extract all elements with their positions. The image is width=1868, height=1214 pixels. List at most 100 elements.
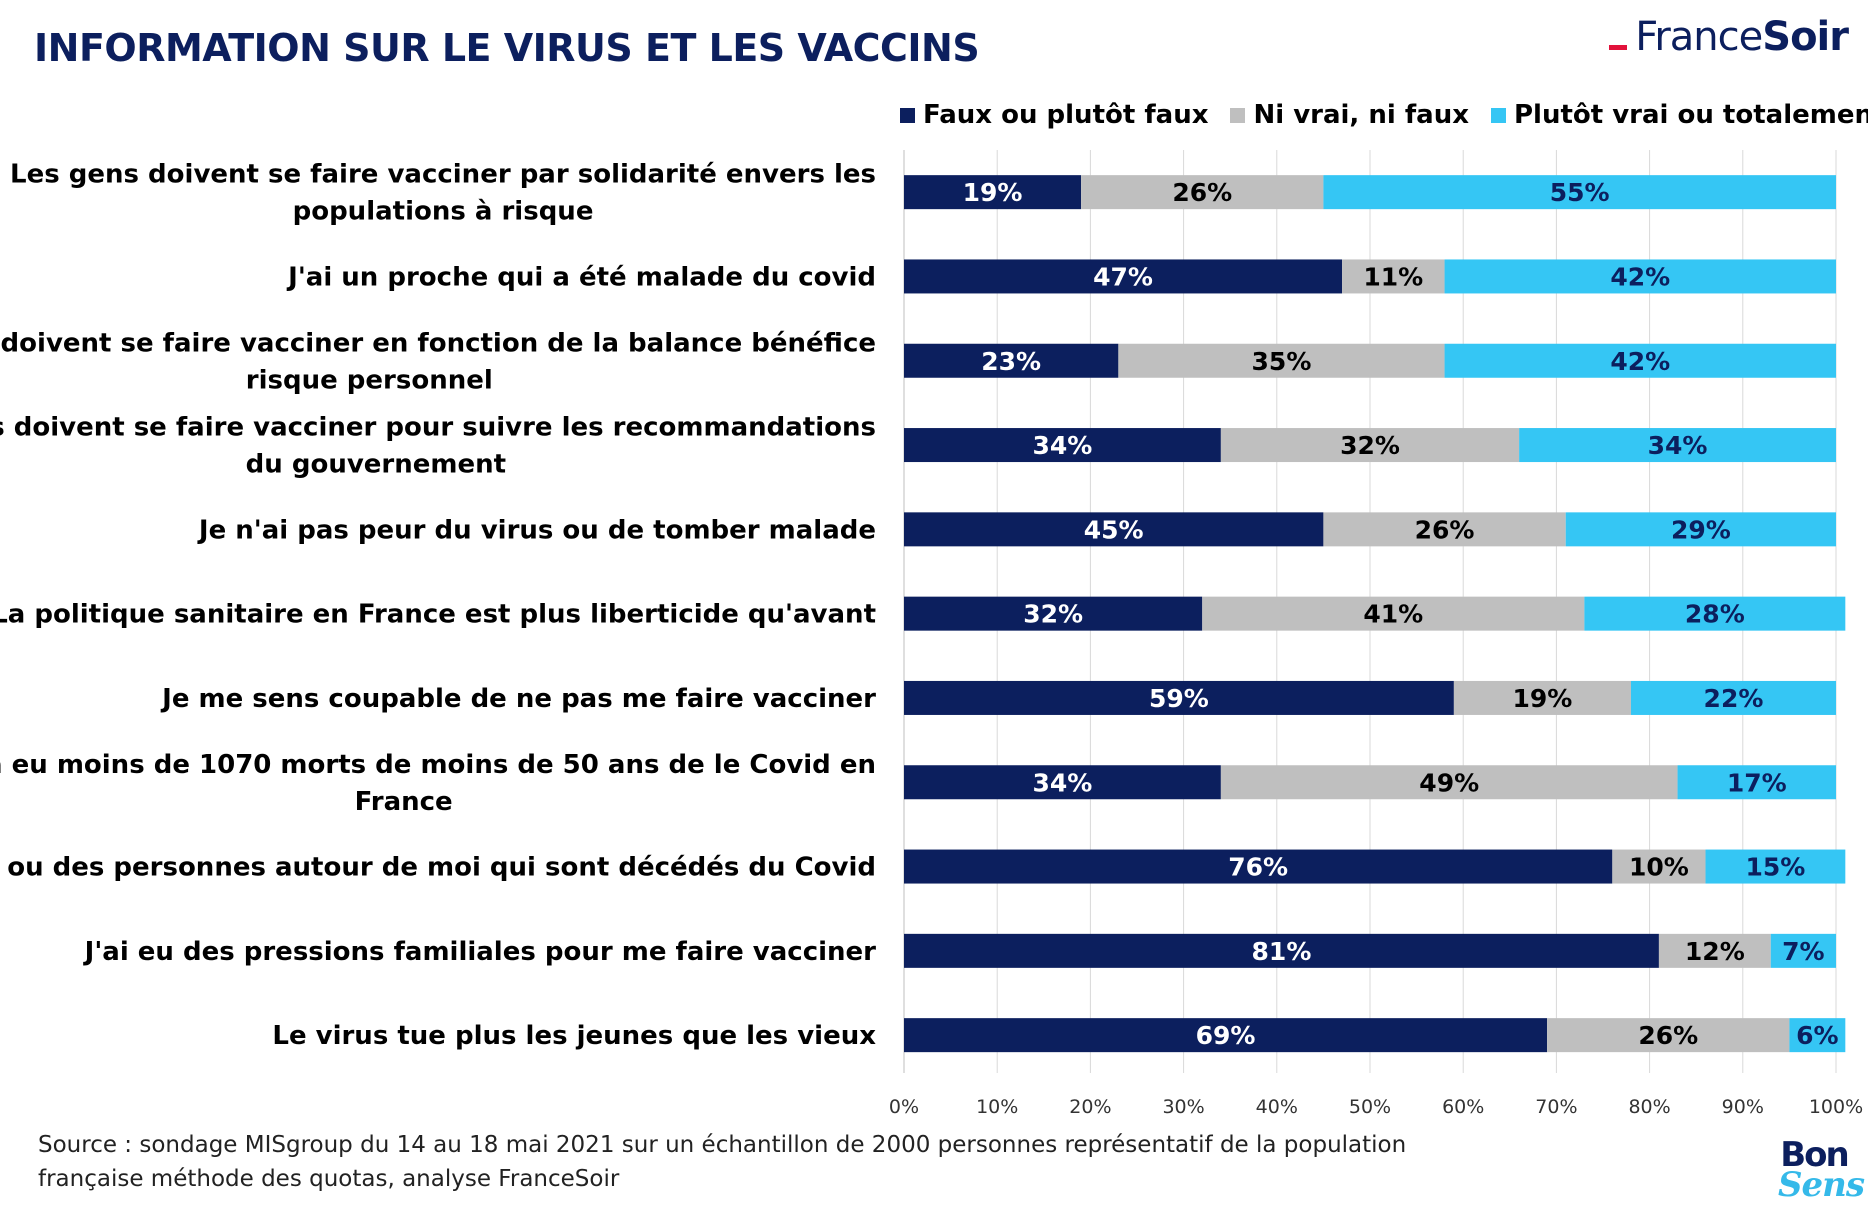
- data-label: 59%: [1149, 684, 1209, 713]
- source-note: Source : sondage MISgroup du 14 au 18 ma…: [38, 1128, 1438, 1196]
- bar-segment: [1453, 680, 1631, 715]
- data-label: 12%: [1685, 937, 1745, 966]
- bonsens-logo: Bon Sens: [1778, 1135, 1865, 1202]
- data-label: 15%: [1745, 853, 1805, 882]
- bar-segment: [904, 849, 1613, 884]
- bar-segment: [1547, 1018, 1790, 1053]
- logo-bon: Bon: [1780, 1135, 1849, 1175]
- category-label: J'ai eu des pressions familiales pour me…: [83, 937, 877, 967]
- data-label: 34%: [1033, 768, 1093, 797]
- category-label: Je me sens coupable de ne pas me faire v…: [160, 684, 876, 714]
- bar-segment: [1519, 428, 1836, 463]
- page-title: INFORMATION SUR LE VIRUS ET LES VACCINS: [34, 26, 980, 70]
- x-tick-label: 10%: [976, 1096, 1018, 1118]
- logo-dash: [1609, 45, 1628, 50]
- bar-segment: [1081, 175, 1324, 210]
- data-label: 19%: [963, 178, 1023, 207]
- category-label: populations à risque: [293, 197, 594, 227]
- category-label: J'ai une ou des personnes autour de moi …: [0, 853, 876, 883]
- data-label: 55%: [1550, 178, 1610, 207]
- data-label: 29%: [1671, 515, 1731, 544]
- category-label: Il y a eu moins de 1070 morts de moins d…: [0, 750, 876, 780]
- bar-segment: [1705, 849, 1846, 884]
- data-label: 6%: [1796, 1021, 1838, 1050]
- bar-segment: [904, 512, 1324, 547]
- bar-segment: [904, 175, 1082, 210]
- data-label: 10%: [1629, 853, 1689, 882]
- bar-segment: [904, 765, 1221, 800]
- bar-segment: [904, 343, 1119, 378]
- bar-segment: [1323, 512, 1566, 547]
- x-tick-label: 30%: [1162, 1096, 1204, 1118]
- legend-item-vrai: Plutôt vrai ou totalement: [1490, 100, 1868, 130]
- x-tick-label: 90%: [1722, 1096, 1764, 1118]
- bar-segment: [1677, 765, 1836, 800]
- data-label: 42%: [1610, 347, 1670, 376]
- francesoir-logo: FranceSoir: [1609, 14, 1849, 60]
- logo-soir: Soir: [1762, 14, 1849, 60]
- data-label: 81%: [1252, 937, 1312, 966]
- bar-segment: [1444, 343, 1836, 378]
- legend-item-faux: Faux ou plutôt faux: [900, 100, 1208, 130]
- category-label: Les gens doivent se faire vacciner pour …: [0, 413, 876, 443]
- bar-segment: [1658, 933, 1771, 968]
- bar-segment: [904, 1018, 1548, 1053]
- bar-segment: [1220, 428, 1520, 463]
- legend-swatch-neutre: [1230, 107, 1246, 123]
- legend-swatch-vrai: [1490, 107, 1506, 123]
- logo-france: France: [1635, 14, 1763, 60]
- legend-swatch-faux: [900, 107, 915, 123]
- x-tick-label: 20%: [1069, 1096, 1111, 1118]
- bar-segment: [1118, 343, 1445, 378]
- data-label: 23%: [981, 347, 1041, 376]
- bar-segment: [1612, 849, 1706, 884]
- data-label: 19%: [1512, 684, 1572, 713]
- bar-segment: [1630, 680, 1836, 715]
- bar-segment: [1789, 1018, 1846, 1053]
- data-label: 69%: [1196, 1021, 1256, 1050]
- data-label: 41%: [1363, 600, 1423, 629]
- source-line-1: Source : sondage MISgroup du 14 au 18 ma…: [38, 1132, 1407, 1158]
- data-label: 34%: [1033, 431, 1093, 460]
- x-tick-label: 60%: [1442, 1096, 1484, 1118]
- bar-segment: [1323, 175, 1836, 210]
- data-label: 32%: [1023, 600, 1083, 629]
- bar-segment: [1584, 596, 1846, 631]
- data-label: 35%: [1252, 347, 1312, 376]
- data-label: 22%: [1704, 684, 1764, 713]
- data-label: 76%: [1228, 853, 1288, 882]
- category-label: J'ai un proche qui a été malade du covid: [286, 262, 876, 292]
- chart-legend: Faux ou plutôt faux Ni vrai, ni faux Plu…: [900, 100, 1868, 130]
- bar-segment: [1220, 765, 1678, 800]
- data-label: 42%: [1610, 262, 1670, 291]
- x-tick-label: 70%: [1535, 1096, 1577, 1118]
- data-label: 7%: [1782, 937, 1824, 966]
- category-label: France: [355, 787, 453, 817]
- category-label: Le virus tue plus les jeunes que les vie…: [272, 1021, 876, 1051]
- bar-segment: [1565, 512, 1836, 547]
- category-label: La politique sanitaire en France est plu…: [0, 600, 876, 630]
- bar-segment: [1342, 259, 1445, 294]
- bar-segment: [904, 259, 1343, 294]
- x-tick-label: 50%: [1349, 1096, 1391, 1118]
- legend-label-neutre: Ni vrai, ni faux: [1253, 100, 1469, 130]
- category-label: Les gens doivent se faire vacciner par s…: [10, 160, 876, 190]
- bar-segment: [1202, 596, 1585, 631]
- data-label: 17%: [1727, 768, 1787, 797]
- category-label: Je n'ai pas peur du virus ou de tomber m…: [197, 515, 876, 545]
- source-line-2: française méthode des quotas, analyse Fr…: [38, 1166, 620, 1192]
- data-label: 32%: [1340, 431, 1400, 460]
- data-label: 45%: [1084, 515, 1144, 544]
- bar-segment: [1444, 259, 1836, 294]
- data-label: 26%: [1415, 515, 1475, 544]
- legend-item-neutre: Ni vrai, ni faux: [1230, 100, 1469, 130]
- x-tick-label: 100%: [1809, 1096, 1863, 1118]
- data-label: 28%: [1685, 600, 1745, 629]
- bar-segment: [904, 596, 1203, 631]
- legend-label-faux: Faux ou plutôt faux: [923, 100, 1209, 130]
- category-label: Les gens doivent se faire vacciner en fo…: [0, 328, 876, 358]
- category-label: risque personnel: [246, 365, 493, 395]
- data-label: 26%: [1172, 178, 1232, 207]
- data-label: 26%: [1638, 1021, 1698, 1050]
- data-label: 34%: [1648, 431, 1708, 460]
